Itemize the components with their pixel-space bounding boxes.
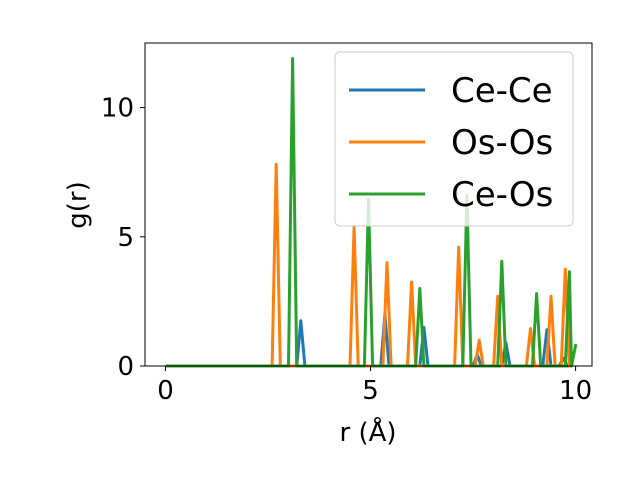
x-tick-label: 0: [157, 376, 174, 406]
x-tick-label: 5: [362, 376, 379, 406]
y-tick-label: 5: [117, 223, 134, 253]
legend-label-os-os: Os-Os: [451, 123, 553, 163]
legend-label-ce-os: Ce-Os: [451, 175, 553, 215]
series-line-ce-ce: [165, 312, 572, 368]
ticks-layer: 0 5 10 0 5 10: [101, 94, 592, 406]
legend-box: [334, 51, 574, 227]
y-tick-label: 0: [117, 352, 134, 382]
y-tick-label: 10: [101, 94, 134, 124]
y-axis-label: g(r): [63, 181, 93, 228]
x-tick-label: 10: [559, 376, 592, 406]
legend-label-ce-ce: Ce-Ce: [451, 71, 553, 111]
x-axis-label: r (Å): [339, 416, 396, 448]
legend: Ce-Ce Os-Os Ce-Os: [334, 51, 574, 227]
plot-frame: [144, 42, 593, 367]
